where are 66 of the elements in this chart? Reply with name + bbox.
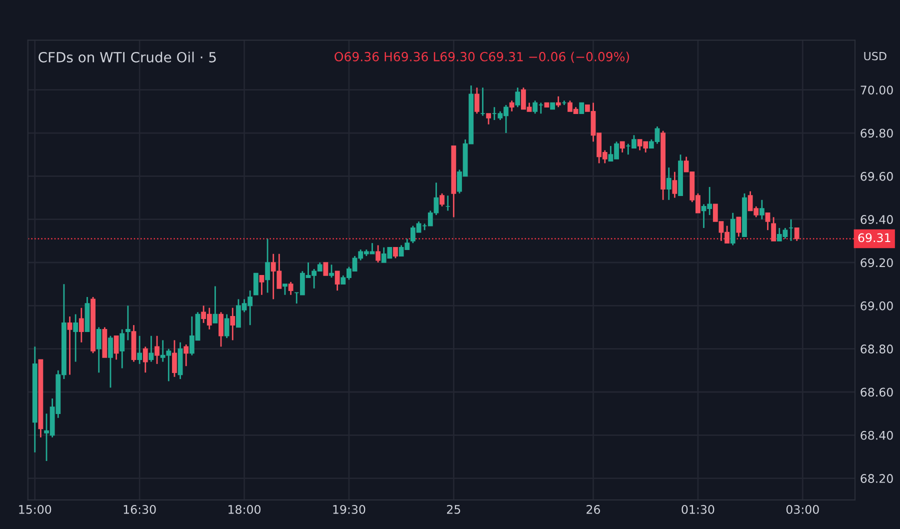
y-tick-label: 69.40 (860, 215, 893, 224)
x-tick-label: 16:30 (124, 504, 156, 514)
candlestick (759, 199, 764, 220)
y-tick-label: 70.00 (860, 86, 893, 94)
candlestick (376, 244, 381, 264)
candlestick (218, 311, 224, 348)
candlestick (282, 283, 288, 296)
candlestick (230, 307, 236, 341)
y-tick-label: 69.00 (860, 301, 893, 310)
candlestick (334, 270, 340, 292)
candlestick (184, 344, 189, 367)
y-tick-label: 68.60 (860, 388, 893, 397)
text: USD (864, 52, 886, 60)
candlestick (253, 272, 258, 296)
candlestick (137, 335, 142, 365)
candlestick (212, 286, 218, 324)
candlestick (666, 166, 672, 201)
candlestick (736, 216, 742, 238)
candlestick (323, 262, 328, 276)
candlestick (114, 335, 119, 360)
candlestick (393, 246, 398, 259)
text: CFDs on WTI Crude Oil · 5 (38, 52, 216, 62)
candlestick (515, 86, 520, 108)
candlestick (486, 112, 492, 126)
candlestick (620, 140, 625, 154)
candlestick (771, 216, 776, 242)
candlestick (125, 304, 130, 341)
candlestick (440, 192, 444, 208)
candlestick (288, 281, 294, 296)
candlestick (794, 227, 800, 242)
y-tick-label: 68.20 (860, 474, 893, 483)
candlestick (78, 307, 84, 344)
candlestick (154, 335, 160, 365)
candlestick (172, 340, 177, 378)
candlestick (474, 86, 480, 114)
candlestick (96, 326, 102, 374)
ref-line-label: 69.31 (858, 233, 890, 242)
x-tick-label: 01:30 (682, 504, 714, 514)
candlestick (120, 328, 125, 369)
x-tick-label: 18:00 (228, 504, 260, 514)
annotation: O69.36 H69.36 L69.30 C69.31 −0.06 (−0.09%) (334, 52, 630, 63)
x-tick-label: 19:30 (333, 504, 366, 514)
candlestick (224, 314, 230, 339)
candlestick (556, 96, 561, 108)
x-tick-label: 15:00 (19, 504, 52, 514)
candlestick (730, 212, 736, 246)
candlestick (108, 335, 113, 388)
candlestick (142, 346, 148, 374)
x-tick-label: 26 (586, 504, 600, 514)
y-tick-label: 69.20 (860, 258, 893, 268)
candlestick (329, 264, 334, 278)
candlestick (148, 335, 154, 362)
candlestick (259, 274, 264, 296)
y-tick-label: 68.40 (860, 430, 893, 440)
candlestick (765, 212, 770, 231)
candlestick (672, 171, 678, 198)
candlestick (509, 100, 514, 112)
y-tick-label: 69.60 (860, 172, 893, 181)
x-tick-label: 03:00 (786, 504, 819, 514)
y-tick-label: 69.80 (860, 128, 893, 138)
candlestick (67, 316, 72, 376)
candlestick (73, 314, 78, 362)
candlestick (579, 102, 584, 114)
x-tick-label: 25 (447, 504, 460, 514)
y-tick-label: 68.80 (860, 344, 893, 354)
candlestick (265, 238, 270, 294)
